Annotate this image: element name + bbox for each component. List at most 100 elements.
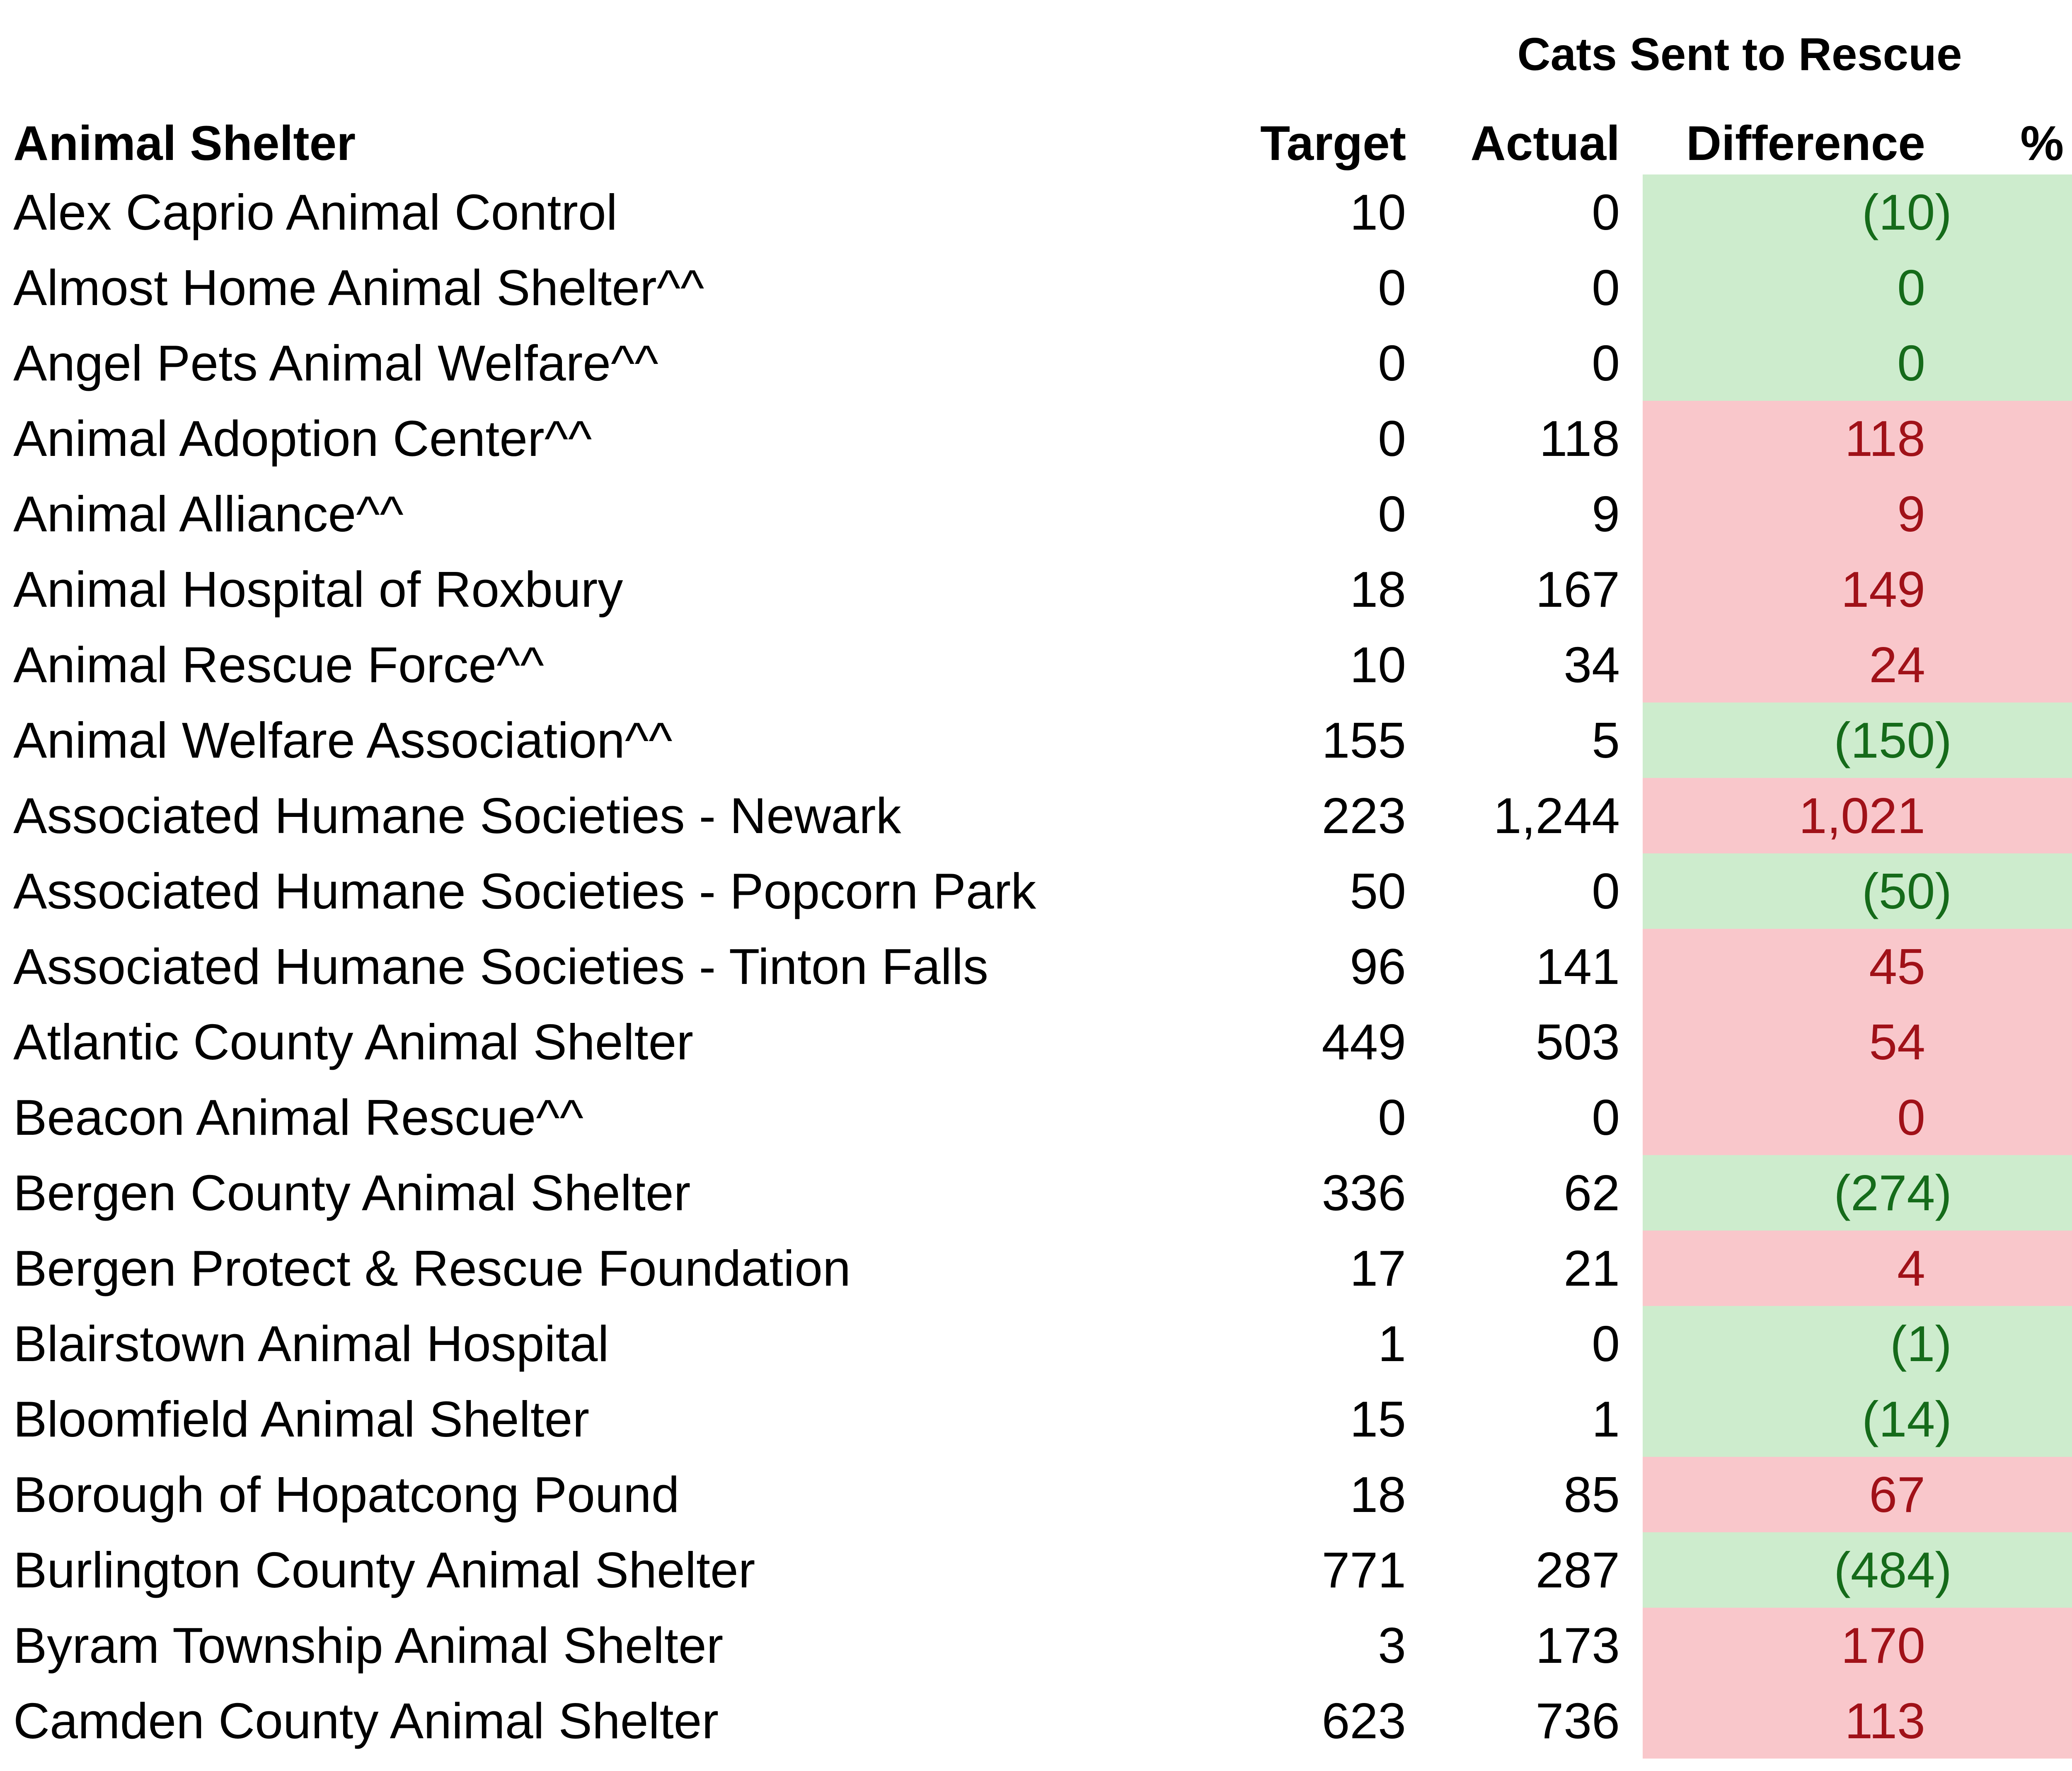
difference-cell: 0 [1643, 325, 1956, 401]
pct-of-target-cell: 928% [1956, 552, 2072, 627]
table-row: Animal Alliance^^ 0 9 9 N/A [0, 476, 2072, 552]
pct-of-target-cell: 7% [1956, 1381, 2072, 1457]
actual-cell: 1,244 [1493, 787, 1620, 844]
table-row: Associated Humane Societies - Tinton Fal… [0, 929, 2072, 1004]
shelter-name-cell: Blairstown Animal Hospital [13, 1316, 609, 1372]
table-row: Blairstown Animal Hospital 1 0 (1) 0% [0, 1306, 2072, 1381]
difference-cell: (10) [1643, 174, 1956, 250]
difference-cell: (274) [1643, 1155, 1956, 1231]
target-cell: 155 [1322, 712, 1406, 768]
shelter-name-cell: Bergen County Animal Shelter [13, 1165, 691, 1221]
table-row: Camden County Animal Shelter 623 736 113… [0, 1683, 2072, 1759]
difference-cell: (50) [1643, 853, 1956, 929]
difference-cell: 170 [1643, 1608, 1956, 1683]
difference-cell: 149 [1643, 552, 1956, 627]
table-row: Animal Welfare Association^^ 155 5 (150)… [0, 703, 2072, 778]
table-row: Bergen Protect & Rescue Foundation 17 21… [0, 1231, 2072, 1306]
table-row: Animal Adoption Center^^ 0 118 118 N/A [0, 401, 2072, 476]
target-cell: 223 [1322, 787, 1406, 844]
actual-cell: 1 [1592, 1391, 1620, 1447]
pct-of-target-cell: 118% [1956, 1683, 2072, 1759]
shelter-name-cell: Associated Humane Societies - Popcorn Pa… [13, 863, 1036, 919]
actual-cell: 34 [1564, 637, 1620, 693]
shelter-name-cell: Animal Rescue Force^^ [13, 637, 544, 693]
pct-of-target-cell: 18% [1956, 1155, 2072, 1231]
col-header-pct-of-target: % of Target [2020, 116, 2072, 171]
table-header-row: Animal Shelter Target Actual Difference … [0, 89, 2072, 174]
pct-of-target-cell: 340% [1956, 627, 2072, 703]
table-row: Associated Humane Societies - Popcorn Pa… [0, 853, 2072, 929]
target-cell: 10 [1350, 637, 1406, 693]
actual-cell: 736 [1535, 1693, 1620, 1749]
target-cell: 96 [1350, 938, 1406, 995]
target-cell: 0 [1378, 335, 1406, 391]
table-row: Associated Humane Societies - Newark 223… [0, 778, 2072, 853]
target-cell: 0 [1378, 486, 1406, 542]
actual-cell: 0 [1592, 259, 1620, 316]
shelter-name-cell: Atlantic County Animal Shelter [13, 1014, 694, 1070]
target-cell: 17 [1350, 1240, 1406, 1296]
pct-of-target-cell: 147% [1956, 929, 2072, 1004]
shelter-name-cell: Byram Township Animal Shelter [13, 1617, 724, 1674]
shelter-name-cell: Alex Caprio Animal Control [13, 184, 617, 240]
difference-cell: (150) [1643, 703, 1956, 778]
difference-cell: 67 [1643, 1457, 1956, 1532]
table-row: Animal Hospital of Roxbury 18 167 149 92… [0, 552, 2072, 627]
table-row: Beacon Animal Rescue^^ 0 0 0 N/A [0, 1080, 2072, 1155]
shelter-name-cell: Animal Welfare Association^^ [13, 712, 673, 768]
table-row: Byram Township Animal Shelter 3 173 170 … [0, 1608, 2072, 1683]
difference-cell: 0 [1643, 250, 1956, 325]
target-cell: 10 [1350, 184, 1406, 240]
pct-of-target-cell: N/A [1956, 250, 2072, 325]
target-cell: 0 [1378, 259, 1406, 316]
actual-cell: 118 [1539, 410, 1620, 467]
actual-cell: 0 [1592, 335, 1620, 391]
actual-cell: 287 [1535, 1542, 1620, 1598]
pct-of-target-cell: 0% [1956, 1306, 2072, 1381]
table-row: Bloomfield Animal Shelter 15 1 (14) 7% [0, 1381, 2072, 1457]
actual-cell: 85 [1564, 1466, 1620, 1523]
col-header-difference: Difference [1686, 116, 1925, 171]
pct-of-target-cell: 558% [1956, 778, 2072, 853]
actual-cell: 0 [1592, 1316, 1620, 1372]
pct-of-target-cell: 0% [1956, 853, 2072, 929]
shelter-name-cell: Bergen Protect & Rescue Foundation [13, 1240, 851, 1296]
target-cell: 0 [1378, 410, 1406, 467]
pct-of-target-cell: N/A [1956, 1080, 2072, 1155]
target-cell: 771 [1322, 1542, 1406, 1598]
shelter-name-cell: Camden County Animal Shelter [13, 1693, 719, 1749]
table-row: Animal Rescue Force^^ 10 34 24 340% [0, 627, 2072, 703]
difference-cell: 0 [1643, 1080, 1956, 1155]
target-cell: 1 [1378, 1316, 1406, 1372]
table-row: Almost Home Animal Shelter^^ 0 0 0 N/A [0, 250, 2072, 325]
target-cell: 50 [1350, 863, 1406, 919]
pct-of-target-cell: 112% [1956, 1004, 2072, 1080]
pct-of-target-cell: N/A [1956, 401, 2072, 476]
shelter-name-cell: Animal Adoption Center^^ [13, 410, 592, 467]
difference-cell: 54 [1643, 1004, 1956, 1080]
difference-cell: (14) [1643, 1381, 1956, 1457]
shelter-name-cell: Almost Home Animal Shelter^^ [13, 259, 704, 316]
table-row: Borough of Hopatcong Pound 18 85 67 472% [0, 1457, 2072, 1532]
col-header-actual: Actual [1470, 116, 1620, 171]
actual-cell: 9 [1592, 486, 1620, 542]
difference-cell: (484) [1643, 1532, 1956, 1608]
table-body: Alex Caprio Animal Control 10 0 (10) 0% … [0, 174, 2072, 1759]
col-header-target: Target [1260, 116, 1406, 171]
pct-of-target-cell: 37% [1956, 1532, 2072, 1608]
difference-cell: 113 [1643, 1683, 1956, 1759]
actual-cell: 503 [1535, 1014, 1620, 1070]
actual-cell: 167 [1535, 561, 1620, 618]
target-cell: 15 [1350, 1391, 1406, 1447]
difference-cell: (1) [1643, 1306, 1956, 1381]
actual-cell: 0 [1592, 1089, 1620, 1146]
table-row: Angel Pets Animal Welfare^^ 0 0 0 N/A [0, 325, 2072, 401]
pct-of-target-cell: 5767% [1956, 1608, 2072, 1683]
table-row: Alex Caprio Animal Control 10 0 (10) 0% [0, 174, 2072, 250]
table-row: Burlington County Animal Shelter 771 287… [0, 1532, 2072, 1608]
difference-cell: 45 [1643, 929, 1956, 1004]
shelter-name-cell: Beacon Animal Rescue^^ [13, 1089, 583, 1146]
target-cell: 449 [1322, 1014, 1406, 1070]
actual-cell: 0 [1592, 184, 1620, 240]
